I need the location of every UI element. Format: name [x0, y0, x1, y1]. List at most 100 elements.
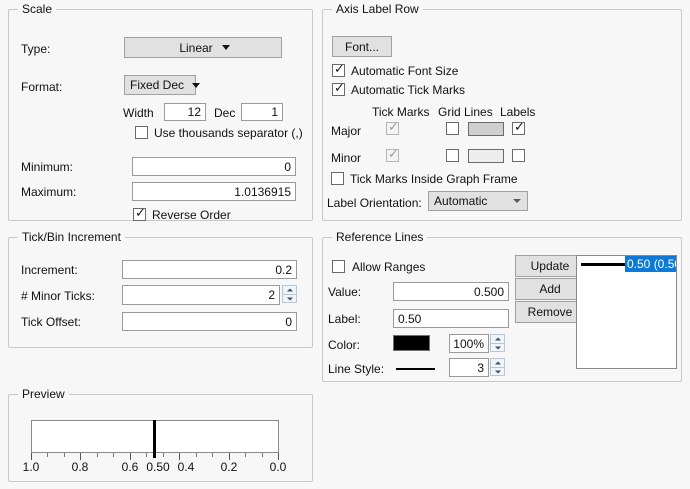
label-orientation-dropdown[interactable]: Automatic [428, 191, 528, 211]
chevron-down-icon [192, 82, 201, 88]
maximum-label: Maximum: [21, 185, 77, 199]
font-button[interactable]: Font... [332, 36, 392, 57]
scale-format-dropdown[interactable]: Fixed Dec [124, 75, 201, 95]
line-width-value: 3 [477, 360, 484, 375]
opacity-stepper[interactable] [490, 334, 505, 352]
caret-down-icon [286, 297, 293, 300]
preview-minor-tick [245, 453, 246, 457]
remove-button-label: Remove [527, 305, 573, 319]
preview-minor-tick [97, 453, 98, 457]
preview-major-tick [130, 453, 131, 460]
minor-ticks-input[interactable]: 2 [122, 285, 280, 305]
reference-value-input[interactable]: 0.500 [393, 282, 509, 301]
minor-tick-marks-checkbox[interactable]: ✓ [386, 148, 399, 162]
scale-format-value: Fixed Dec [130, 78, 185, 92]
automatic-tick-marks-checkbox[interactable]: ✓ [332, 81, 345, 96]
tick-offset-input[interactable]: 0 [122, 312, 297, 331]
increment-value: 0.2 [275, 262, 292, 277]
caret-up-icon [494, 337, 501, 341]
automatic-tick-marks-label: Automatic Tick Marks [351, 83, 466, 97]
major-grid-lines-checkbox[interactable] [446, 122, 459, 135]
allow-ranges-checkbox[interactable] [332, 260, 345, 273]
column-header-grid-lines: Grid Lines [438, 105, 493, 119]
list-item-label: 0.50 (0.500) [625, 256, 676, 272]
row-label-minor: Minor [331, 151, 362, 165]
minimum-label: Minimum: [21, 160, 74, 174]
tick-marks-inside-graph-frame-checkbox[interactable] [331, 172, 344, 185]
use-thousands-separator-checkbox[interactable] [135, 126, 148, 139]
minor-grid-lines-checkbox[interactable] [446, 149, 459, 162]
label-orientation-label: Label Orientation: [327, 196, 422, 210]
minor-ticks-value: 2 [268, 288, 275, 302]
chevron-down-icon [221, 45, 230, 50]
width-label: Width [123, 106, 154, 120]
add-button-label: Add [539, 282, 561, 296]
remove-button[interactable]: Remove [515, 301, 585, 323]
preview-major-tick [278, 453, 279, 460]
scale-type-dropdown[interactable]: Linear [124, 37, 282, 58]
value-label: Value: [328, 285, 362, 299]
minor-labels-checkbox[interactable] [512, 149, 525, 162]
preview-tick-label: 0.8 [71, 460, 89, 474]
tick-offset-value: 0 [285, 314, 292, 329]
preview-minor-tick [163, 453, 164, 457]
minor-ticks-stepper[interactable] [282, 285, 297, 303]
add-button[interactable]: Add [515, 278, 585, 300]
stepper-down-button[interactable] [490, 367, 505, 376]
width-value: 12 [187, 105, 201, 119]
increment-input[interactable]: 0.2 [122, 260, 297, 279]
major-grid-lines-color-swatch[interactable] [468, 122, 504, 136]
minimum-value: 0 [284, 159, 291, 174]
preview-minor-tick [262, 453, 263, 457]
column-header-tick-marks: Tick Marks [372, 105, 430, 119]
automatic-font-size-checkbox[interactable]: ✓ [332, 63, 345, 77]
width-input[interactable]: 12 [164, 103, 206, 121]
preview-major-tick [80, 453, 81, 460]
column-header-labels: Labels [500, 105, 536, 119]
major-tick-marks-checkbox[interactable]: ✓ [386, 121, 399, 135]
reference-lines-group: Reference Lines Allow Ranges Value: 0.50… [322, 230, 682, 382]
update-button[interactable]: Update [515, 255, 585, 277]
caret-up-icon [286, 288, 293, 292]
major-labels-checkbox[interactable]: ✓ [512, 120, 525, 135]
reference-lines-group-title: Reference Lines [332, 230, 428, 244]
stepper-up-button[interactable] [282, 285, 297, 294]
maximum-input[interactable]: 1.0136915 [132, 182, 296, 201]
list-item[interactable]: 0.50 (0.500) [577, 256, 676, 272]
increment-label: Increment: [21, 263, 78, 277]
line-width-input[interactable]: 3 [449, 358, 489, 377]
caret-down-icon [494, 346, 501, 349]
font-button-label: Font... [344, 39, 379, 54]
check-icon: ✓ [135, 206, 146, 221]
preview-minor-tick [146, 453, 147, 457]
preview-minor-tick [212, 453, 213, 457]
reference-opacity-input[interactable]: 100% [449, 334, 489, 353]
line-width-stepper[interactable] [490, 358, 505, 376]
stepper-down-button[interactable] [282, 294, 297, 303]
reverse-order-checkbox[interactable]: ✓ [133, 206, 146, 221]
reference-opacity-value: 100% [453, 336, 484, 351]
line-style-preview[interactable] [396, 368, 435, 370]
preview-minor-tick [113, 453, 114, 457]
tick-marks-inside-graph-frame-label: Tick Marks Inside Graph Frame [350, 172, 518, 186]
reference-label-input[interactable]: 0.50 [393, 309, 509, 328]
reference-color-swatch[interactable] [393, 335, 430, 351]
stepper-down-button[interactable] [490, 343, 505, 352]
preview-reference-line-label: 0.50 [146, 460, 170, 474]
minimum-input[interactable]: 0 [132, 157, 296, 176]
check-icon: ✓ [334, 81, 345, 96]
maximum-value: 1.0136915 [234, 184, 291, 199]
axis-label-row-group-title: Axis Label Row [332, 2, 423, 16]
axis-label-row-group: Axis Label Row Font... ✓ Automatic Font … [322, 2, 682, 221]
tick-offset-label: Tick Offset: [21, 315, 82, 329]
reference-lines-list[interactable]: 0.50 (0.500) [576, 255, 677, 369]
check-icon: ✓ [514, 120, 525, 135]
automatic-font-size-label: Automatic Font Size [351, 64, 459, 78]
caret-up-icon [494, 361, 501, 365]
stepper-up-button[interactable] [490, 358, 505, 367]
minor-grid-lines-color-swatch[interactable] [468, 149, 504, 163]
allow-ranges-label: Allow Ranges [352, 260, 426, 274]
stepper-up-button[interactable] [490, 334, 505, 343]
label-orientation-value: Automatic [434, 194, 488, 208]
dec-input[interactable]: 1 [241, 103, 283, 121]
